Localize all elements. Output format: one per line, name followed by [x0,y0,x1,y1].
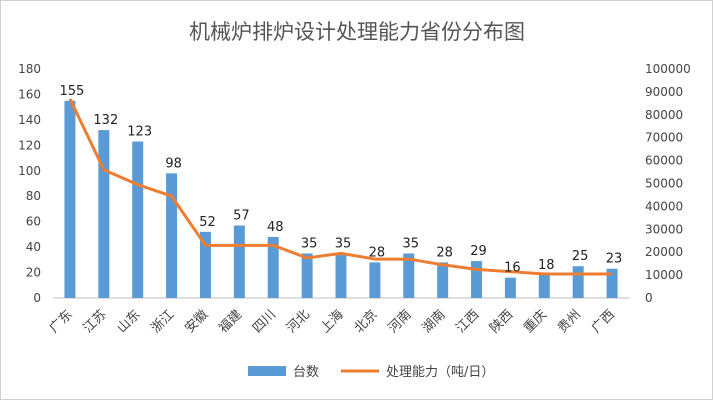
bar [437,262,449,298]
left-tick-label: 60 [26,215,41,229]
bar-value-label: 16 [504,261,521,276]
right-tick-label: 100000 [645,62,691,76]
right-tick-label: 30000 [645,222,683,236]
bar-value-label: 48 [267,220,284,235]
bar-value-label: 35 [301,236,318,251]
bar [267,236,279,298]
legend-bar-label: 台数 [293,365,319,380]
bar-value-label: 35 [335,236,352,251]
right-tick-label: 40000 [645,199,683,213]
bar-value-label: 28 [369,245,386,260]
left-tick-label: 20 [26,266,41,280]
bar-value-label: 57 [233,208,250,223]
bar-value-label: 25 [572,249,589,264]
line-path [68,98,613,276]
category-label: 重庆 [520,307,550,337]
category-label: 湖南 [419,307,449,337]
right-tick-label: 60000 [645,154,683,168]
bar-data-labels: 155 132 123 98 52 57 48 35 35 28 35 28 29 16 18 25 23 [60,84,623,276]
bar-series [64,100,618,298]
bar-value-label: 52 [199,215,216,230]
category-label: 广东 [47,307,76,336]
bar-value-label: 29 [470,244,487,259]
right-tick-label: 10000 [645,268,683,282]
left-tick-label: 0 [33,291,41,305]
bar [403,253,415,298]
legend-bar-swatch [248,366,286,376]
category-label: 浙江 [148,307,177,336]
right-tick-label: 90000 [645,85,683,99]
category-label: 江西 [453,307,482,336]
bar-value-label: 123 [127,125,152,140]
left-axis-ticks: 0 20 40 60 80 100 120 140 160 180 [18,62,41,305]
category-labels: 广东 江苏 山东 浙江 安徽 福建 四川 河北 上海 北京 河南 湖南 江西 陕西 重庆 贵州 广西 [47,307,618,337]
bar [233,225,245,298]
bar [132,141,144,298]
right-axis-ticks: 0 10000 20000 30000 40000 50000 60000 70000 8000… [645,62,691,305]
bar [166,173,178,298]
bar [606,268,618,298]
bar [369,262,381,298]
category-label: 贵州 [555,307,584,336]
bar-value-label: 132 [93,113,118,128]
right-tick-label: 20000 [645,245,683,259]
bar [64,100,76,298]
right-tick-label: 0 [645,291,653,305]
line-series [68,98,613,276]
left-tick-label: 160 [18,87,41,101]
bar [301,253,313,298]
bar [572,266,584,298]
left-tick-label: 40 [26,240,41,254]
category-label: 安徽 [182,307,211,336]
chart-title: 机械炉排炉设计处理能力省份分布图 [189,20,525,44]
category-label: 河南 [385,307,415,337]
right-tick-label: 50000 [645,177,683,191]
category-label: 上海 [318,307,347,336]
right-tick-label: 70000 [645,131,683,145]
bar [98,130,110,298]
category-label: 广西 [589,307,618,336]
left-tick-label: 100 [18,164,41,178]
category-label: 江苏 [80,307,110,337]
bar [538,275,550,298]
bar-value-label: 28 [436,245,453,260]
bar [471,261,483,298]
category-label: 山东 [115,307,144,336]
category-label: 河北 [284,307,313,336]
right-tick-label: 80000 [645,108,683,122]
category-label: 福建 [216,307,245,336]
legend-line-label: 处理能力（吨/日） [386,365,494,380]
bar-value-label: 23 [606,252,623,267]
bar-value-label: 18 [538,258,555,273]
bar [335,253,347,298]
category-label: 四川 [250,307,279,336]
left-tick-label: 80 [26,189,41,203]
bar-value-label: 98 [165,156,182,171]
bar [504,277,516,298]
bar-value-label: 155 [60,84,85,99]
left-tick-label: 140 [18,113,41,127]
bar-value-label: 35 [402,236,419,251]
left-tick-label: 120 [18,138,41,152]
left-tick-label: 180 [18,62,41,76]
legend: 台数 处理能力（吨/日） [248,365,494,380]
bar [199,231,211,298]
category-label: 北京 [352,307,381,336]
category-label: 陕西 [487,307,516,336]
